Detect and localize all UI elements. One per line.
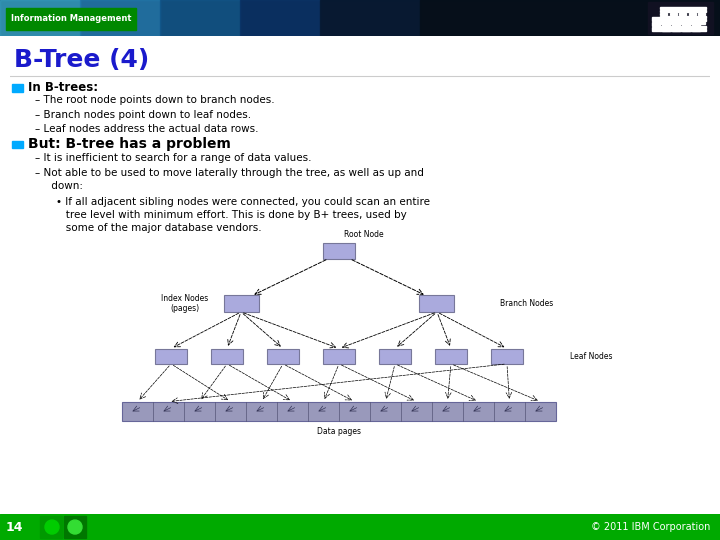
Bar: [682, 27, 690, 31]
Bar: [122, 402, 556, 421]
Text: – The root node points down to branch nodes.: – The root node points down to branch no…: [35, 95, 274, 105]
Bar: [435, 348, 467, 364]
Text: Data pages: Data pages: [317, 427, 361, 436]
Bar: [323, 348, 355, 364]
Bar: [660, 6, 706, 9]
Bar: [698, 22, 705, 24]
Bar: [672, 17, 680, 21]
Bar: [670, 13, 677, 15]
Bar: [660, 22, 667, 24]
Bar: [40, 516, 62, 538]
Text: © 2011 IBM Corporation: © 2011 IBM Corporation: [590, 522, 710, 532]
Bar: [648, 2, 713, 33]
Bar: [692, 17, 700, 21]
Bar: [320, 0, 420, 36]
Circle shape: [68, 520, 82, 534]
Bar: [662, 17, 670, 21]
Bar: [420, 295, 454, 312]
Bar: [420, 0, 720, 36]
Bar: [679, 22, 686, 24]
Bar: [80, 0, 160, 36]
Bar: [698, 13, 705, 15]
Bar: [672, 22, 680, 26]
Text: some of the major database vendors.: some of the major database vendors.: [55, 224, 261, 233]
Text: – Not able to be used to move laterally through the tree, as well as up and: – Not able to be used to move laterally …: [35, 168, 423, 178]
Text: – It is inefficient to search for a range of data values.: – It is inefficient to search for a rang…: [35, 153, 311, 163]
Text: • If all adjacent sibling nodes were connected, you could scan an entire: • If all adjacent sibling nodes were con…: [55, 197, 430, 207]
Bar: [491, 348, 523, 364]
Text: But: B-tree has a problem: But: B-tree has a problem: [27, 137, 230, 151]
Bar: [682, 17, 690, 21]
Text: Leaf Nodes: Leaf Nodes: [570, 352, 613, 361]
Circle shape: [45, 520, 59, 534]
Bar: [0, 0, 80, 36]
Text: 14: 14: [5, 521, 23, 534]
Bar: [672, 27, 680, 31]
Bar: [223, 295, 258, 312]
Bar: [688, 22, 696, 24]
Bar: [211, 348, 243, 364]
Bar: [692, 27, 700, 31]
Bar: [679, 13, 686, 15]
Bar: [267, 348, 299, 364]
Text: Index Nodes: Index Nodes: [161, 294, 209, 303]
Bar: [662, 22, 670, 26]
Bar: [660, 25, 706, 28]
Text: (pages): (pages): [171, 304, 199, 313]
Bar: [64, 516, 86, 538]
Text: tree level with minimum effort. This is done by B+ trees, used by: tree level with minimum effort. This is …: [55, 210, 406, 220]
Bar: [12, 84, 22, 92]
Bar: [6, 8, 136, 30]
Bar: [240, 0, 320, 36]
Bar: [652, 22, 660, 26]
Bar: [670, 22, 677, 24]
Text: In B-trees:: In B-trees:: [27, 81, 98, 94]
Bar: [692, 22, 700, 26]
Text: Root Node: Root Node: [343, 230, 383, 239]
Bar: [660, 13, 667, 15]
Bar: [156, 348, 186, 364]
Text: – Branch nodes point down to leaf nodes.: – Branch nodes point down to leaf nodes.: [35, 110, 251, 119]
Bar: [379, 348, 410, 364]
Text: B-Tree (4): B-Tree (4): [14, 48, 149, 72]
Bar: [652, 27, 660, 31]
Bar: [660, 10, 706, 12]
Bar: [660, 16, 706, 18]
Bar: [682, 22, 690, 26]
Bar: [662, 27, 670, 31]
Text: – Leaf nodes address the actual data rows.: – Leaf nodes address the actual data row…: [35, 124, 258, 134]
Bar: [12, 141, 22, 148]
Bar: [660, 19, 706, 21]
Bar: [660, 29, 706, 31]
Bar: [160, 0, 240, 36]
Text: Branch Nodes: Branch Nodes: [500, 299, 553, 308]
Bar: [688, 13, 696, 15]
Bar: [323, 244, 355, 259]
Bar: [652, 17, 660, 21]
Text: down:: down:: [35, 181, 83, 191]
Text: Information Management: Information Management: [11, 14, 131, 23]
